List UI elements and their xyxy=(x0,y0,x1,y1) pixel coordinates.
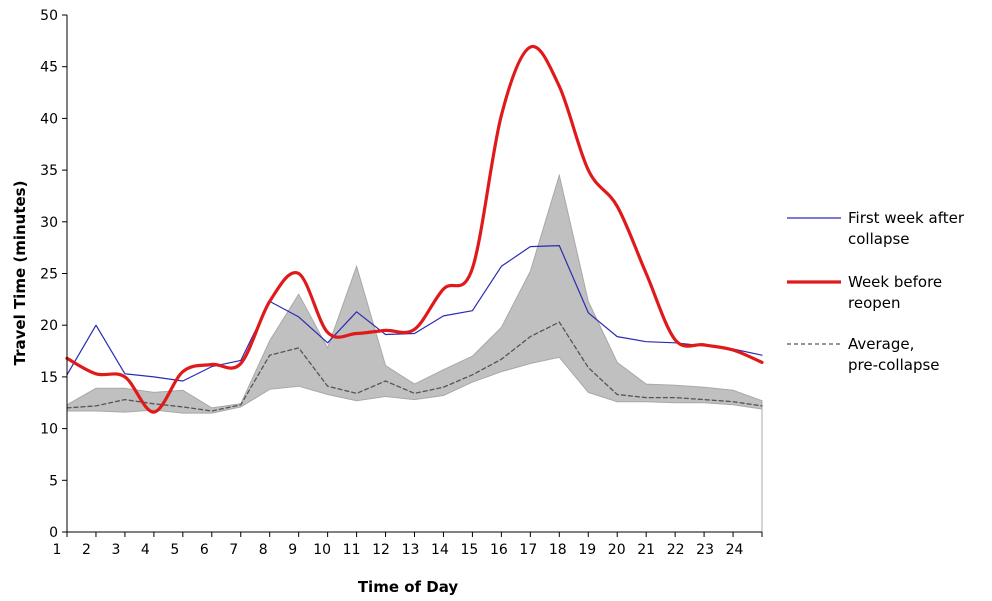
x-tick-label: 5 xyxy=(170,542,179,558)
x-tick-label: 1 xyxy=(53,542,62,558)
plot-area xyxy=(65,44,764,532)
series-line-first-week-after-collapse xyxy=(66,245,763,382)
legend-item: Week before reopen xyxy=(787,273,942,312)
legend-label: Week before reopen xyxy=(848,273,942,312)
y-tick-label: 5 xyxy=(49,473,58,489)
x-tick-label: 19 xyxy=(578,542,596,558)
x-tick-label: 24 xyxy=(726,542,744,558)
legend-item: First week after collapse xyxy=(787,209,965,248)
x-tick-label: 18 xyxy=(549,542,567,558)
x-tick-label: 20 xyxy=(608,542,626,558)
y-tick-label: 20 xyxy=(40,318,58,334)
x-tick-label: 12 xyxy=(372,542,390,558)
legend-item: Average, pre-collapse xyxy=(787,335,940,374)
legend: First week after collapse Week before reope… xyxy=(787,209,965,374)
y-tick-label: 40 xyxy=(40,111,58,127)
x-tick-label: 8 xyxy=(259,542,268,558)
series-line-week-before-reopen xyxy=(65,44,764,414)
y-tick-label: 45 xyxy=(40,60,58,76)
x-tick-label: 6 xyxy=(200,542,209,558)
range-band-layer xyxy=(66,173,763,532)
x-tick-label: 3 xyxy=(111,542,120,558)
x-axis-title: Time of Day xyxy=(358,578,459,596)
y-tick-label: 15 xyxy=(40,370,58,386)
x-tick-label: 21 xyxy=(637,542,655,558)
legend-label: First week after collapse xyxy=(848,209,965,248)
x-tick-label: 10 xyxy=(313,542,331,558)
legend-label: Average, pre-collapse xyxy=(848,335,940,374)
series-line-average-pre-collapse xyxy=(66,321,763,412)
y-tick-label: 50 xyxy=(40,8,58,24)
x-tick-label: 4 xyxy=(141,542,150,558)
x-tick-label: 16 xyxy=(490,542,508,558)
x-tick-label: 11 xyxy=(343,542,361,558)
y-tick-label: 10 xyxy=(40,422,58,438)
x-tick-label: 23 xyxy=(696,542,714,558)
x-tick-label: 22 xyxy=(667,542,685,558)
x-tick-label: 7 xyxy=(229,542,238,558)
x-tick-label: 13 xyxy=(402,542,420,558)
x-tick-label: 15 xyxy=(461,542,479,558)
y-tick-label: 30 xyxy=(40,215,58,231)
y-axis-ticks: 0 5 10 15 20 25 30 35 40 45 50 xyxy=(40,8,67,541)
range-band xyxy=(66,173,763,532)
x-tick-label: 9 xyxy=(288,542,297,558)
y-tick-label: 35 xyxy=(40,163,58,179)
x-tick-label: 2 xyxy=(82,542,91,558)
x-axis-ticks: 1 2 3 4 5 6 7 8 9 10 11 12 13 14 15 16 17 18 19 20 21 22 23 24 xyxy=(53,532,763,558)
x-tick-label: 17 xyxy=(519,542,537,558)
y-tick-label: 0 xyxy=(49,525,58,541)
y-axis-title: Travel Time (minutes) xyxy=(11,181,29,366)
series-layer xyxy=(65,44,764,414)
y-tick-label: 25 xyxy=(40,267,58,283)
x-tick-label: 14 xyxy=(431,542,449,558)
